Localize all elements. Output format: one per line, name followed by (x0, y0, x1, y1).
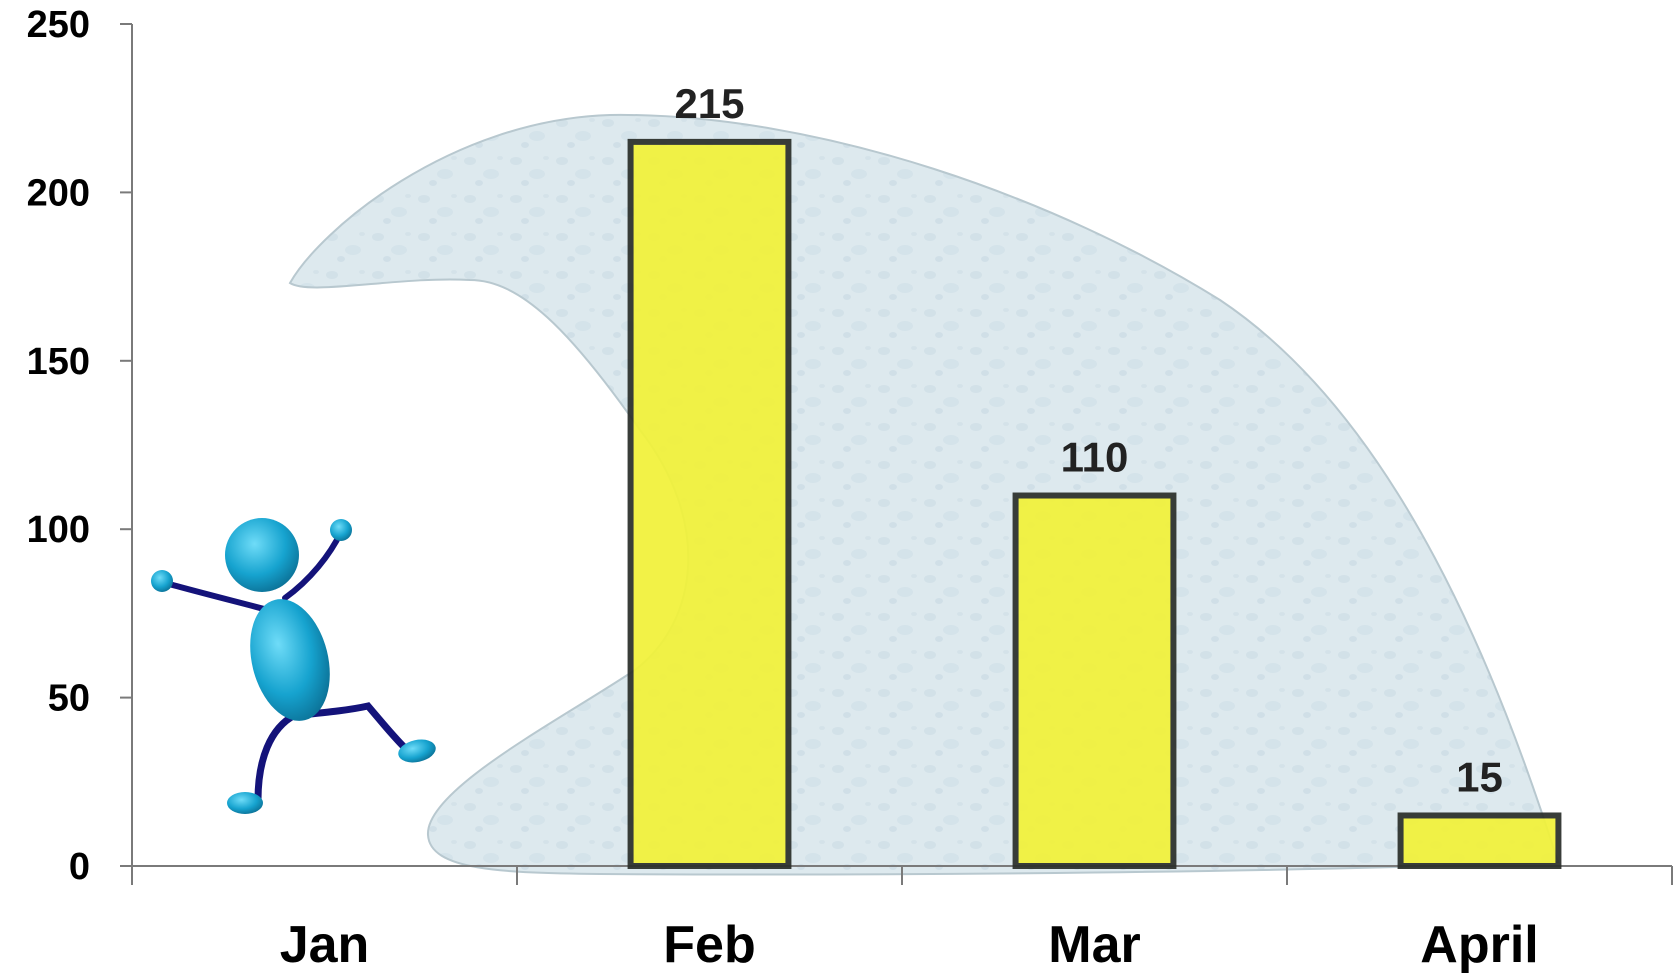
x-tick-label: Mar (1048, 916, 1140, 974)
data-label-april: 15 (1456, 753, 1503, 800)
y-tick-label: 250 (27, 4, 90, 46)
x-axis-ticks: Jan Feb Mar April (131, 866, 1673, 974)
y-tick-label: 100 (27, 509, 90, 551)
y-tick-label: 200 (27, 172, 90, 214)
data-label-mar: 110 (1061, 434, 1129, 481)
data-labels: 215 110 15 (674, 80, 1502, 801)
y-axis-ticks: 0 50 100 150 200 250 (27, 4, 132, 888)
bar-mar (1012, 492, 1177, 869)
y-tick-label: 0 (69, 846, 90, 888)
bar-feb (627, 138, 792, 869)
x-tick-label: Jan (280, 916, 370, 974)
y-tick-label: 150 (27, 341, 90, 383)
wave-illustration (288, 113, 1560, 876)
running-stick-figure (151, 518, 436, 814)
data-label-feb: 215 (674, 80, 744, 127)
bars (627, 138, 1562, 869)
bar-april (1397, 812, 1562, 869)
x-tick-label: Feb (663, 916, 755, 974)
y-tick-label: 50 (48, 678, 90, 720)
x-tick-label: April (1420, 916, 1538, 974)
